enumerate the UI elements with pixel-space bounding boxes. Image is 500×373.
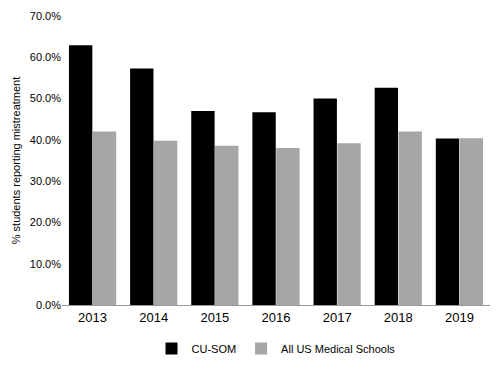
svg-text:20.0%: 20.0% xyxy=(30,216,61,228)
svg-text:2015: 2015 xyxy=(200,310,229,325)
svg-text:2019: 2019 xyxy=(445,310,474,325)
svg-text:CU-SOM: CU-SOM xyxy=(192,343,237,355)
svg-text:70.0%: 70.0% xyxy=(30,10,61,22)
svg-text:2014: 2014 xyxy=(139,310,168,325)
svg-text:30.0%: 30.0% xyxy=(30,175,61,187)
svg-text:2018: 2018 xyxy=(384,310,413,325)
svg-text:All US Medical Schools: All US Medical Schools xyxy=(281,343,395,355)
svg-text:2017: 2017 xyxy=(323,310,352,325)
svg-text:0.0%: 0.0% xyxy=(36,299,61,311)
svg-text:% students reporting mistreatm: % students reporting mistreatment xyxy=(10,77,22,245)
svg-text:2013: 2013 xyxy=(78,310,107,325)
svg-text:2016: 2016 xyxy=(262,310,291,325)
svg-text:40.0%: 40.0% xyxy=(30,134,61,146)
svg-text:10.0%: 10.0% xyxy=(30,258,61,270)
svg-text:60.0%: 60.0% xyxy=(30,51,61,63)
svg-text:50.0%: 50.0% xyxy=(30,92,61,104)
